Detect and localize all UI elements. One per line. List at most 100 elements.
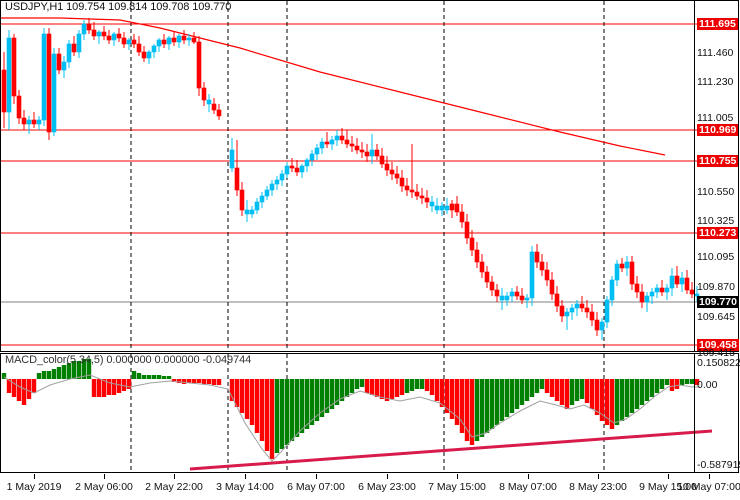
candlestick[interactable] [36,116,42,130]
candlestick[interactable] [51,48,57,136]
candlestick[interactable] [46,28,52,140]
candlestick[interactable] [121,32,127,48]
candlestick[interactable] [166,36,172,50]
candlestick[interactable] [409,144,415,198]
candlestick[interactable] [81,20,87,40]
price-level-label[interactable]: 111.695 [697,18,738,30]
price-level-label[interactable]: 110.755 [697,155,739,167]
candlestick[interactable] [101,26,107,40]
candlestick[interactable] [216,104,222,120]
candlestick[interactable] [519,288,525,304]
candlestick[interactable] [91,22,97,40]
candlestick[interactable] [201,82,207,106]
candlestick[interactable] [394,166,400,184]
candlestick[interactable] [264,186,270,200]
candlestick[interactable] [151,44,157,58]
candlestick[interactable] [524,294,530,308]
candlestick[interactable] [16,90,22,124]
candlestick[interactable] [6,30,12,130]
candlestick[interactable] [659,280,665,296]
candlestick[interactable] [644,292,650,312]
candlestick[interactable] [56,48,62,74]
candlestick[interactable] [504,292,510,306]
candlestick[interactable] [464,214,470,244]
candlestick[interactable] [499,288,505,310]
candlestick[interactable] [299,164,305,178]
candlestick[interactable] [374,144,380,160]
candlestick[interactable] [171,32,177,46]
candlestick[interactable] [141,46,147,62]
candlestick[interactable] [354,138,360,154]
candlestick[interactable] [599,318,605,340]
candlestick[interactable] [594,312,600,336]
price-level-label[interactable]: 109.458 [697,339,739,351]
candlestick[interactable] [429,196,435,212]
candlestick[interactable] [459,204,465,228]
candlestick[interactable] [284,162,290,178]
candlestick[interactable] [136,36,142,56]
candlestick[interactable] [674,266,680,288]
candlestick[interactable] [589,304,595,326]
candlestick[interactable] [669,268,675,296]
candlestick[interactable] [494,284,500,302]
candlestick[interactable] [444,198,450,214]
macd-indicator-pane[interactable]: MACD_color(5,34,5) 0.000000 0.000000 -0.… [0,353,740,473]
candlestick[interactable] [619,258,625,272]
candlestick[interactable] [339,128,345,144]
candlestick[interactable] [424,190,430,208]
candlestick[interactable] [529,246,535,306]
candlestick[interactable] [294,160,300,176]
current-price-label[interactable]: 109.770 [697,296,739,308]
candlestick[interactable] [419,188,425,204]
candlestick[interactable] [314,144,320,160]
candlestick[interactable] [21,110,27,130]
candlestick[interactable] [579,296,585,312]
candlestick[interactable] [514,286,520,300]
candlestick[interactable] [454,196,460,216]
price-chart-canvas[interactable] [0,0,740,352]
candlestick[interactable] [344,130,350,148]
candlestick[interactable] [469,230,475,256]
candlestick[interactable] [31,112,37,128]
candlestick[interactable] [309,150,315,166]
candlestick[interactable] [229,138,235,172]
candlestick[interactable] [364,144,370,162]
candlestick[interactable] [334,130,340,146]
macd-trendline[interactable] [189,429,713,471]
candlestick[interactable] [544,262,550,286]
candlestick[interactable] [664,284,670,300]
candlestick[interactable] [126,38,132,50]
candlestick[interactable] [26,116,32,134]
candlestick[interactable] [584,300,590,318]
candlestick[interactable] [131,34,137,48]
candlestick[interactable] [106,30,112,44]
candlestick[interactable] [76,30,82,58]
candlestick[interactable] [629,256,635,290]
candlestick[interactable] [11,34,17,104]
price-chart-pane[interactable]: USDJPY,H1 109.754 109.814 109.708 109.77… [0,0,740,352]
candlestick[interactable] [604,296,610,328]
candlestick[interactable] [639,284,645,308]
candlestick[interactable] [609,276,615,306]
candlestick[interactable] [186,34,192,46]
candlestick[interactable] [614,260,620,286]
candlestick[interactable] [254,198,260,214]
candlestick[interactable] [41,28,47,126]
candlestick[interactable] [554,286,560,312]
candlestick[interactable] [111,32,117,46]
candlestick[interactable] [259,192,265,208]
candlestick[interactable] [61,56,67,78]
candlestick[interactable] [269,180,275,196]
candlestick[interactable] [559,300,565,322]
candlestick[interactable] [96,30,102,44]
candlestick[interactable] [324,132,330,148]
candlestick[interactable] [1,52,7,128]
candlestick[interactable] [249,206,255,218]
candlestick[interactable] [654,284,660,298]
candlestick[interactable] [449,200,455,218]
candlestick[interactable] [86,18,92,34]
candlestick[interactable] [509,288,515,302]
candlestick[interactable] [176,34,182,48]
time-axis[interactable]: 1 May 2019 2 May 06:00 2 May 22:00 3 May 14… [0,474,740,500]
candlestick[interactable] [404,178,410,196]
